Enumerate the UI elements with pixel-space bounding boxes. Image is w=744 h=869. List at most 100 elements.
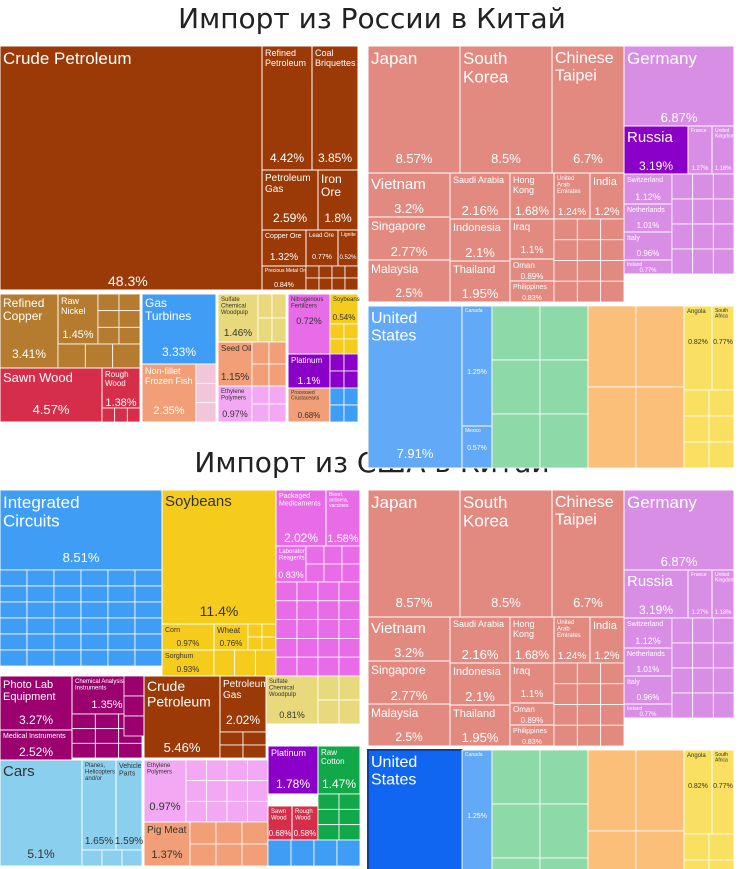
small-tile bbox=[206, 759, 228, 782]
tile-label: United bbox=[371, 310, 417, 327]
tile-label: Chinese bbox=[555, 50, 614, 67]
small-tile bbox=[317, 638, 340, 658]
small-tile bbox=[712, 198, 735, 225]
tile-value: 8.5% bbox=[491, 595, 521, 610]
tile-label: Oman bbox=[513, 261, 535, 270]
tile-label: Wheat bbox=[217, 626, 241, 635]
tile-crude-petroleum bbox=[0, 45, 263, 291]
tile-value: 0.89% bbox=[521, 716, 544, 725]
tile-label: United bbox=[715, 128, 730, 134]
tile-label: Singapore bbox=[371, 219, 426, 233]
small-tile bbox=[251, 341, 270, 365]
tile-label: France bbox=[691, 572, 707, 578]
small-tile bbox=[189, 843, 217, 867]
top-title: Импорт из России в Китай bbox=[178, 2, 566, 35]
tile-label: Gas bbox=[265, 184, 283, 195]
tile-value: 0.77% bbox=[713, 339, 733, 346]
small-tile bbox=[553, 704, 578, 726]
tile-label: Angola bbox=[687, 753, 706, 759]
tile-label: Nitrogenous bbox=[291, 297, 323, 303]
tile-label: United bbox=[371, 754, 417, 771]
small-tile bbox=[80, 569, 109, 587]
tile-vietnam bbox=[367, 616, 451, 662]
tile-value: 3.27% bbox=[19, 713, 53, 727]
small-tile bbox=[683, 415, 710, 443]
tile-russia bbox=[623, 569, 689, 619]
small-tile bbox=[305, 545, 325, 565]
tile-label: Circuits bbox=[3, 512, 60, 531]
tile-south-korea bbox=[459, 45, 553, 174]
tile-value: 0.77% bbox=[639, 712, 657, 718]
tile-label: Wood bbox=[105, 379, 126, 388]
tile-label: Wood bbox=[271, 816, 287, 822]
tile-label: Frozen Fish bbox=[145, 376, 193, 386]
small-tile bbox=[121, 849, 143, 867]
small-tile bbox=[692, 692, 714, 719]
small-tile bbox=[576, 704, 602, 726]
tile-packaged-medicaments bbox=[275, 489, 327, 547]
small-tile bbox=[226, 759, 248, 782]
tile-label: Lead Ore bbox=[309, 233, 335, 239]
tile-label: Emirates bbox=[557, 633, 581, 639]
tile-label: France bbox=[691, 128, 707, 134]
tile-value: 1.37% bbox=[151, 849, 182, 861]
tile-indonesia bbox=[449, 218, 511, 262]
tile-switzerland bbox=[623, 617, 673, 649]
tile-value: 0.68% bbox=[298, 411, 321, 420]
small-tile bbox=[242, 731, 267, 746]
small-tile bbox=[268, 341, 287, 365]
tile-label: Chemical bbox=[269, 686, 294, 692]
small-tile bbox=[185, 759, 207, 782]
tile-label: Cars bbox=[3, 763, 35, 780]
small-tile bbox=[587, 386, 637, 469]
small-tile bbox=[296, 656, 319, 677]
tile-value: 4.42% bbox=[270, 151, 304, 165]
small-tile bbox=[215, 843, 243, 867]
tile-value: 0.96% bbox=[637, 249, 660, 258]
tile-value: 7.91% bbox=[397, 446, 434, 461]
tile-hong-kong bbox=[509, 616, 555, 664]
small-tile bbox=[195, 382, 217, 404]
tile-label: Ore bbox=[321, 185, 341, 199]
tile-india bbox=[589, 172, 625, 220]
small-tile bbox=[712, 692, 735, 719]
tile-label: Vehicle bbox=[119, 763, 142, 770]
tile-thailand bbox=[449, 704, 511, 747]
small-tile bbox=[338, 656, 361, 677]
small-tile bbox=[329, 338, 345, 355]
tile-value: 1.25% bbox=[467, 813, 487, 820]
tile-rough-wood bbox=[101, 367, 141, 409]
small-tile bbox=[53, 569, 82, 587]
tile-value: 1.2% bbox=[594, 206, 619, 218]
tile-label: Petroleum bbox=[265, 58, 306, 68]
tile-value: 1.78% bbox=[276, 777, 310, 791]
tile-label: Africa bbox=[715, 314, 728, 320]
small-tile bbox=[317, 824, 340, 841]
small-tile bbox=[539, 749, 589, 805]
small-tile bbox=[213, 649, 236, 677]
tile-label: South bbox=[463, 493, 507, 512]
small-tile bbox=[247, 636, 263, 651]
tile-value: 1.1% bbox=[298, 376, 321, 387]
small-tile bbox=[671, 198, 694, 225]
small-tile bbox=[692, 173, 714, 200]
tile-label: Japan bbox=[371, 49, 417, 68]
tile-platinum bbox=[287, 353, 331, 389]
tile-label: Kingdom bbox=[715, 578, 735, 584]
small-tile bbox=[81, 849, 103, 867]
small-tile bbox=[247, 780, 269, 802]
tile-value: 1.1% bbox=[521, 245, 544, 256]
tile-value: 3.19% bbox=[639, 603, 673, 617]
small-tile bbox=[343, 404, 359, 423]
tile-label: Copper bbox=[3, 309, 42, 323]
tile-value: 1.12% bbox=[635, 636, 661, 646]
tile-value: 1.27% bbox=[691, 610, 709, 616]
tile-saudi-arabia bbox=[449, 172, 511, 220]
tile-value: 1.12% bbox=[635, 192, 661, 202]
small-tile bbox=[226, 780, 248, 802]
tile-italy bbox=[623, 231, 673, 261]
small-tile bbox=[491, 359, 541, 415]
tile-value: 3.41% bbox=[12, 347, 46, 361]
tile-label: Rough bbox=[105, 370, 129, 379]
tile-label: Arab bbox=[557, 627, 570, 633]
